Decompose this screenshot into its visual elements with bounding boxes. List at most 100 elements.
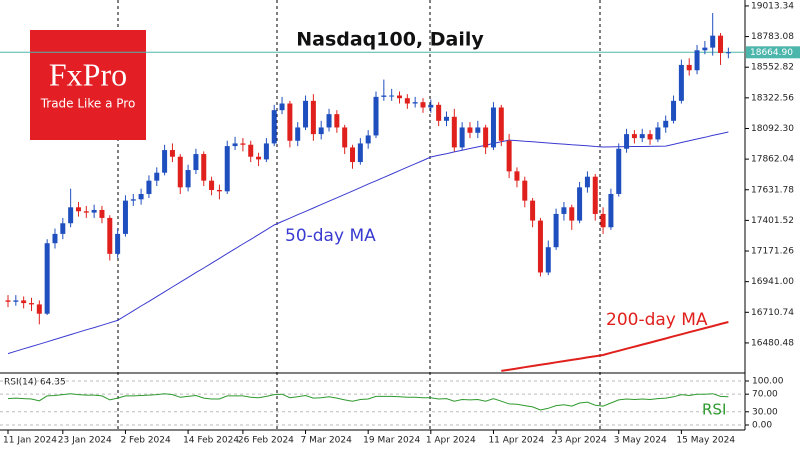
series-label: RSI xyxy=(702,401,726,419)
candle-body xyxy=(671,100,677,121)
candle-body xyxy=(443,116,449,121)
y-tick-label: 16480.48 xyxy=(751,338,794,348)
candle-body xyxy=(60,223,66,234)
candle-body xyxy=(655,127,661,140)
x-tick-label: 2 Feb 2024 xyxy=(120,436,171,446)
candle-body xyxy=(5,300,11,302)
x-tick-label: 14 Feb 2024 xyxy=(183,436,239,446)
candle-body xyxy=(201,154,207,181)
candle-body xyxy=(718,35,724,53)
candle-body xyxy=(318,127,324,135)
candle-body xyxy=(13,300,19,302)
x-tick-label: 1 Apr 2024 xyxy=(426,436,476,446)
candle-body xyxy=(52,233,58,244)
candle-body xyxy=(537,220,543,273)
candle-body xyxy=(702,47,708,51)
y-tick-label: 0.00 xyxy=(752,420,772,430)
y-tick-label: 17401.52 xyxy=(751,216,794,226)
candle-body xyxy=(91,209,97,213)
line-series xyxy=(7,393,729,411)
x-tick-label: 26 Feb 2024 xyxy=(238,436,294,446)
candle-body xyxy=(373,96,379,136)
candle-body xyxy=(21,300,27,304)
logo-name: FxPro xyxy=(49,56,127,92)
candle-body xyxy=(263,143,269,160)
candle-body xyxy=(725,52,731,54)
candle-body xyxy=(389,95,395,97)
candle-body xyxy=(83,211,89,213)
x-tick-label: 3 May 2024 xyxy=(614,436,667,446)
candle-body xyxy=(647,134,653,140)
last-price-label: 18664.90 xyxy=(750,48,793,58)
candle-body xyxy=(154,172,160,181)
candle-body xyxy=(553,213,559,248)
x-tick-label: 15 May 2024 xyxy=(676,436,735,446)
candle-body xyxy=(232,143,238,147)
candle-body xyxy=(420,102,426,108)
candle-body xyxy=(459,127,465,148)
candle-body xyxy=(428,104,434,108)
candle-body xyxy=(451,116,457,148)
candle-body xyxy=(279,103,285,111)
candle-body xyxy=(584,176,590,188)
logo-box xyxy=(30,30,146,140)
x-tick-label: 23 Jan 2024 xyxy=(58,436,112,446)
y-tick-label: 18322.56 xyxy=(751,93,794,103)
candle-body xyxy=(624,134,630,149)
candle-body xyxy=(600,213,606,228)
x-tick-label: 11 Apr 2024 xyxy=(488,436,544,446)
candle-body xyxy=(99,209,105,218)
candle-body xyxy=(342,127,348,148)
candle-body xyxy=(639,134,645,139)
y-tick-label: 70.00 xyxy=(752,390,778,400)
y-tick-label: 19013.34 xyxy=(751,1,794,11)
candle-body xyxy=(694,50,700,71)
x-tick-label: 23 Apr 2024 xyxy=(551,436,607,446)
candle-body xyxy=(498,107,504,141)
y-tick-label: 16710.74 xyxy=(751,308,794,318)
candle-body xyxy=(240,143,246,145)
candle-body xyxy=(68,207,74,224)
candle-body xyxy=(561,207,567,214)
candle-body xyxy=(412,102,418,104)
y-tick-label: 18783.08 xyxy=(751,32,794,42)
candle-body xyxy=(107,217,113,254)
candle-body xyxy=(209,180,215,190)
candle-body xyxy=(616,148,622,194)
candle-body xyxy=(326,114,332,128)
candle-body xyxy=(514,171,520,181)
candle-body xyxy=(122,200,128,234)
candle-body xyxy=(303,100,309,128)
candle-body xyxy=(350,147,356,163)
candle-body xyxy=(490,107,496,148)
candle-body xyxy=(530,200,536,221)
candle-body xyxy=(248,144,254,157)
y-tick-label: 100.00 xyxy=(752,376,784,386)
line-series xyxy=(7,131,729,355)
candle-body xyxy=(381,95,387,97)
candle-body xyxy=(678,64,684,101)
logo-tagline: Trade Like a Pro xyxy=(40,97,136,111)
candle-body xyxy=(404,98,410,104)
candle-body xyxy=(577,187,583,221)
x-tick-label: 11 Jan 2024 xyxy=(3,436,57,446)
candle-body xyxy=(334,114,340,128)
candle-body xyxy=(256,156,262,160)
candle-body xyxy=(130,199,136,201)
y-tick-label: 30.00 xyxy=(752,407,778,417)
y-tick-label: 18552.82 xyxy=(751,63,794,73)
candle-body xyxy=(271,110,277,144)
candle-body xyxy=(365,135,371,144)
candle-body xyxy=(397,95,402,99)
candle-body xyxy=(545,247,551,273)
candle-body xyxy=(569,207,575,221)
y-tick-label: 16941.00 xyxy=(751,277,794,287)
candle-body xyxy=(169,150,175,157)
y-tick-label: 17171.26 xyxy=(751,247,794,257)
candle-body xyxy=(216,189,222,192)
line-series xyxy=(501,321,729,372)
candle-body xyxy=(686,64,692,71)
candle-body xyxy=(287,103,293,141)
candle-body xyxy=(44,243,50,314)
